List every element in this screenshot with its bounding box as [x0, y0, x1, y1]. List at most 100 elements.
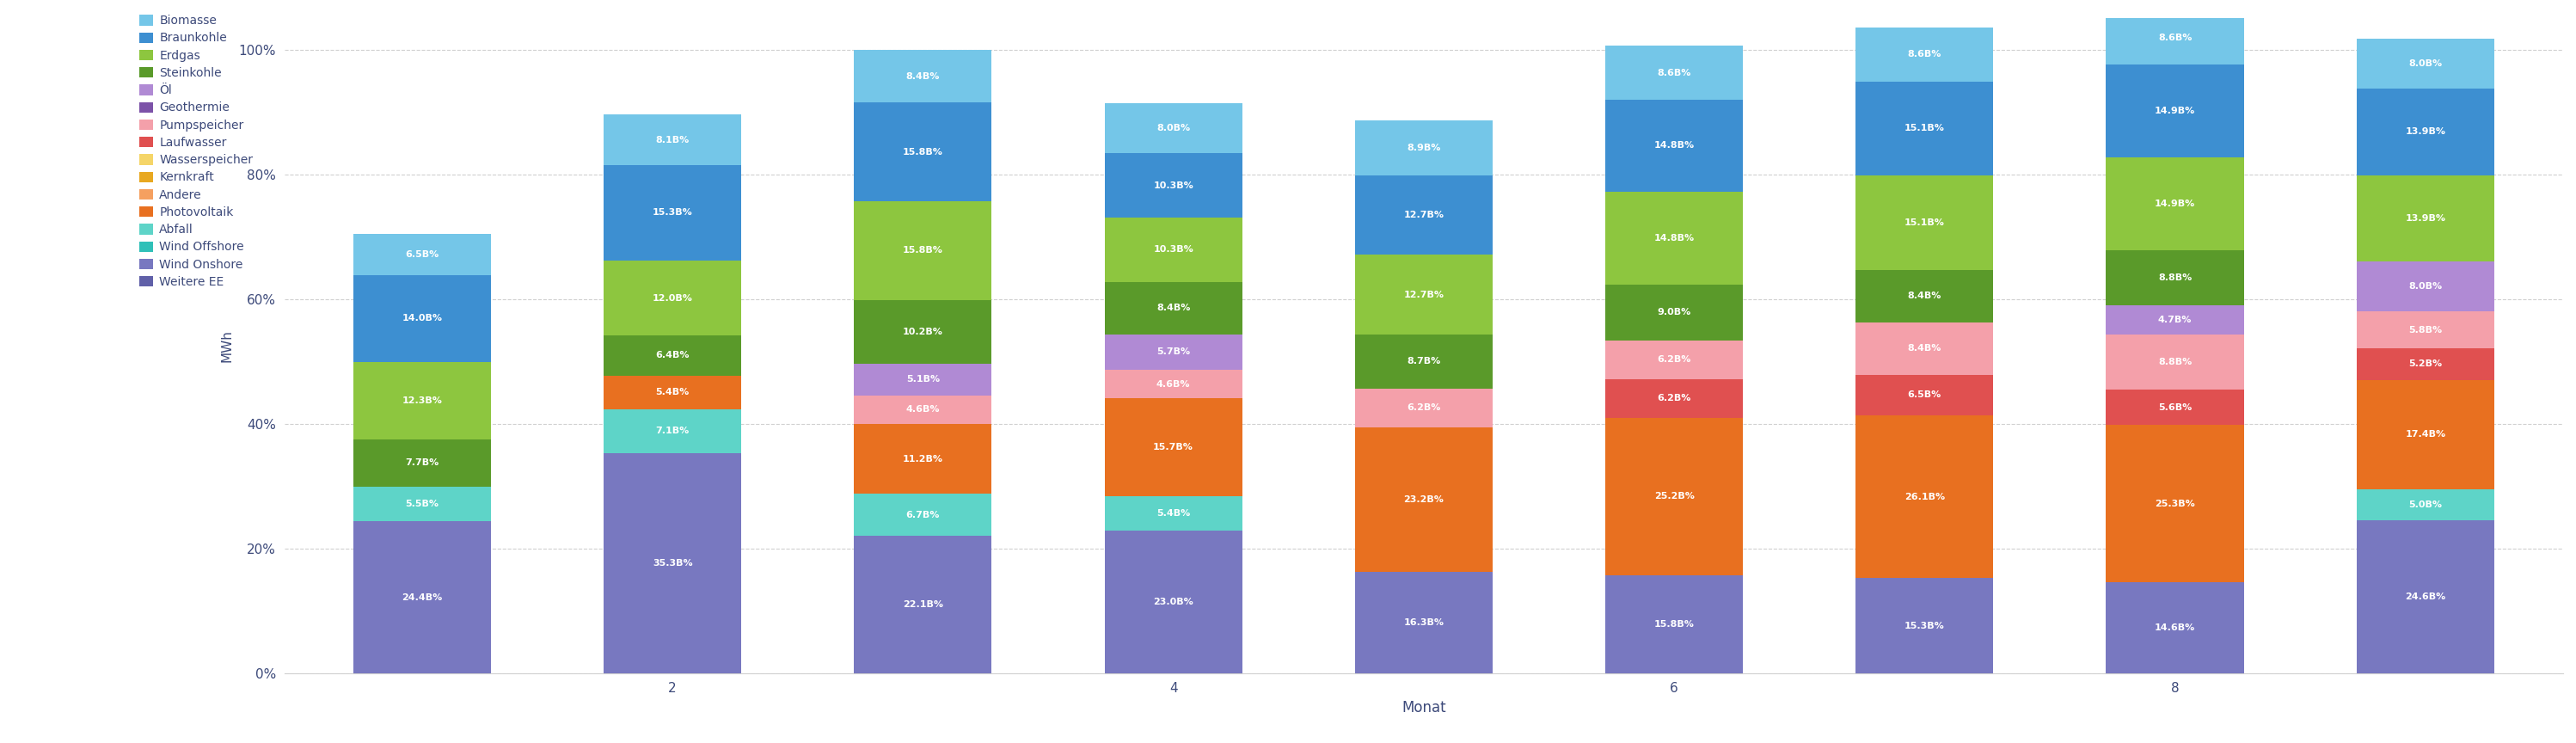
Bar	[2107, 158, 2244, 250]
Text: 10.3B%: 10.3B%	[1154, 245, 1193, 254]
Bar	[855, 424, 992, 494]
Text: 15.8B%: 15.8B%	[902, 246, 943, 255]
Text: 8.6B%: 8.6B%	[1909, 51, 1942, 59]
Bar	[353, 234, 492, 275]
Bar	[2357, 88, 2494, 175]
Bar	[2357, 520, 2494, 674]
Text: 5.2B%: 5.2B%	[2409, 360, 2442, 369]
Bar	[1105, 370, 1242, 398]
Bar	[1855, 578, 1994, 674]
Text: 8.7B%: 8.7B%	[1406, 357, 1440, 366]
Text: 8.0B%: 8.0B%	[1157, 124, 1190, 132]
Bar	[1855, 322, 1994, 374]
Text: 6.2B%: 6.2B%	[1656, 395, 1690, 403]
Bar	[353, 275, 492, 363]
Bar	[1355, 175, 1492, 255]
Text: 5.7B%: 5.7B%	[1157, 348, 1190, 357]
Bar	[1605, 379, 1744, 418]
Bar	[2107, 11, 2244, 65]
Text: 5.6B%: 5.6B%	[2159, 403, 2192, 412]
Text: 8.4B%: 8.4B%	[1157, 304, 1190, 312]
Text: 23.2B%: 23.2B%	[1404, 496, 1445, 504]
Bar	[1105, 334, 1242, 370]
Text: 8.6B%: 8.6B%	[1656, 68, 1690, 77]
Text: 8.4B%: 8.4B%	[1909, 292, 1942, 300]
Text: 22.1B%: 22.1B%	[902, 600, 943, 609]
Bar	[603, 453, 742, 674]
Bar	[855, 363, 992, 395]
Legend: Biomasse, Braunkohle, Erdgas, Steinkohle, Öl, Geothermie, Pumpspeicher, Laufwass: Biomasse, Braunkohle, Erdgas, Steinkohle…	[137, 11, 258, 292]
Text: 4.6B%: 4.6B%	[1157, 380, 1190, 389]
Bar	[603, 114, 742, 165]
Bar	[1605, 46, 1744, 100]
Bar	[603, 165, 742, 261]
Bar	[1355, 572, 1492, 674]
Text: 15.1B%: 15.1B%	[1904, 218, 1945, 227]
Bar	[2357, 175, 2494, 262]
Bar	[603, 261, 742, 335]
Bar	[353, 439, 492, 487]
Text: 11.2B%: 11.2B%	[902, 455, 943, 464]
Bar	[1605, 340, 1744, 379]
Text: 8.9B%: 8.9B%	[1406, 143, 1440, 152]
Bar	[1855, 415, 1994, 578]
Bar	[603, 375, 742, 409]
Text: 25.2B%: 25.2B%	[1654, 492, 1695, 501]
Text: 10.3B%: 10.3B%	[1154, 181, 1193, 189]
Text: 14.8B%: 14.8B%	[1654, 141, 1695, 150]
Text: 8.4B%: 8.4B%	[907, 72, 940, 81]
Bar	[1105, 282, 1242, 334]
Text: 6.2B%: 6.2B%	[1406, 403, 1440, 412]
Text: 8.1B%: 8.1B%	[657, 135, 690, 144]
Text: 6.2B%: 6.2B%	[1656, 355, 1690, 364]
Text: 6.4B%: 6.4B%	[654, 351, 690, 360]
X-axis label: Monat: Monat	[1401, 700, 1445, 716]
Bar	[1855, 270, 1994, 322]
Bar	[603, 409, 742, 453]
Bar	[1605, 418, 1744, 575]
Bar	[2107, 390, 2244, 425]
Bar	[1605, 575, 1744, 674]
Text: 4.7B%: 4.7B%	[2159, 316, 2192, 325]
Text: 5.4B%: 5.4B%	[657, 388, 690, 397]
Bar	[855, 300, 992, 363]
Bar	[2107, 65, 2244, 158]
Text: 14.6B%: 14.6B%	[2154, 624, 2195, 632]
Bar	[2107, 425, 2244, 583]
Text: 24.6B%: 24.6B%	[2406, 593, 2445, 601]
Bar	[855, 494, 992, 536]
Bar	[1105, 103, 1242, 153]
Text: 15.3B%: 15.3B%	[652, 209, 693, 217]
Text: 8.0B%: 8.0B%	[2409, 59, 2442, 68]
Y-axis label: MWh: MWh	[222, 330, 234, 363]
Text: 8.8B%: 8.8B%	[2159, 273, 2192, 282]
Text: 15.8B%: 15.8B%	[1654, 620, 1695, 629]
Bar	[2357, 348, 2494, 380]
Text: 9.0B%: 9.0B%	[1656, 308, 1690, 317]
Bar	[2357, 39, 2494, 88]
Bar	[1105, 398, 1242, 496]
Bar	[855, 536, 992, 674]
Bar	[1355, 334, 1492, 389]
Text: 5.0B%: 5.0B%	[2409, 500, 2442, 509]
Text: 8.8B%: 8.8B%	[2159, 358, 2192, 366]
Text: 14.0B%: 14.0B%	[402, 314, 443, 323]
Text: 4.6B%: 4.6B%	[907, 406, 940, 414]
Text: 23.0B%: 23.0B%	[1154, 597, 1193, 606]
Bar	[2357, 262, 2494, 312]
Text: 12.3B%: 12.3B%	[402, 396, 443, 405]
Bar	[855, 201, 992, 300]
Bar	[2357, 380, 2494, 489]
Text: 12.0B%: 12.0B%	[652, 293, 693, 302]
Text: 6.5B%: 6.5B%	[1909, 391, 1942, 399]
Text: 14.9B%: 14.9B%	[2154, 107, 2195, 115]
Bar	[1105, 153, 1242, 218]
Text: 14.8B%: 14.8B%	[1654, 234, 1695, 242]
Text: 15.8B%: 15.8B%	[902, 148, 943, 156]
Text: 12.7B%: 12.7B%	[1404, 211, 1445, 220]
Text: 8.4B%: 8.4B%	[1909, 344, 1942, 353]
Bar	[353, 522, 492, 674]
Bar	[1105, 496, 1242, 531]
Text: 26.1B%: 26.1B%	[1904, 493, 1945, 501]
Bar	[1605, 100, 1744, 192]
